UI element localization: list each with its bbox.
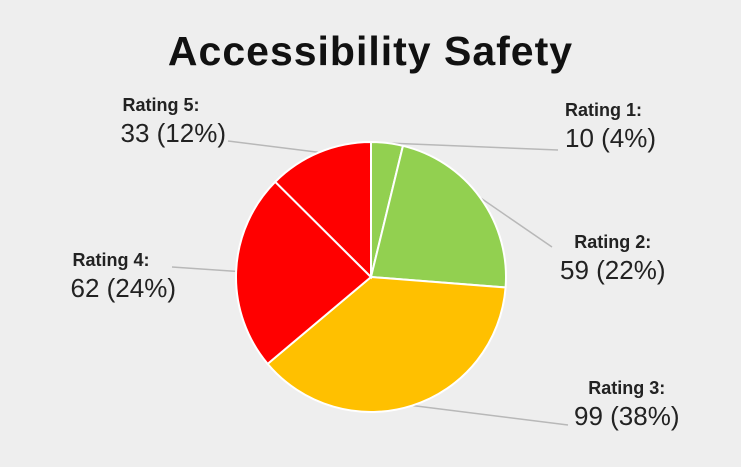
slice-label-rating-1: Rating 1: 10 (4%) bbox=[565, 100, 656, 154]
slice-label-value: 10 (4%) bbox=[565, 123, 657, 153]
pie-slice-5 bbox=[273, 140, 372, 280]
leader-line-2 bbox=[479, 197, 553, 248]
slice-label-rating-2: Rating 2: 59 (22%) bbox=[560, 232, 666, 286]
pie-slice-4 bbox=[235, 180, 373, 366]
slice-label-name: Rating 4: bbox=[72, 250, 150, 270]
slice-label-name: Rating 1: bbox=[565, 100, 643, 120]
slice-label-rating-3: Rating 3: 99 (38%) bbox=[574, 378, 680, 432]
leader-line-3 bbox=[412, 404, 569, 426]
slice-label-name: Rating 5: bbox=[122, 95, 200, 115]
pie-slice-2 bbox=[369, 144, 507, 289]
slice-label-rating-5: Rating 5: 33 (12%) bbox=[96, 95, 227, 149]
slice-label-name: Rating 3: bbox=[588, 378, 666, 398]
leader-line-5 bbox=[227, 140, 320, 154]
slice-label-value: 62 (24%) bbox=[70, 273, 177, 303]
slice-label-value: 99 (38%) bbox=[574, 401, 680, 431]
leader-line-1 bbox=[387, 142, 559, 151]
pie-slices bbox=[235, 140, 507, 413]
leader-lines bbox=[171, 140, 569, 426]
pie-slice-3 bbox=[266, 275, 507, 413]
leader-line-4 bbox=[171, 266, 237, 273]
chart-title: Accessibility Safety bbox=[167, 28, 574, 74]
slice-label-name: Rating 2: bbox=[574, 232, 652, 252]
slice-label-value: 59 (22%) bbox=[560, 255, 666, 285]
slice-label-value: 33 (12%) bbox=[120, 118, 227, 148]
slice-label-rating-4: Rating 4: 62 (24%) bbox=[46, 250, 177, 304]
